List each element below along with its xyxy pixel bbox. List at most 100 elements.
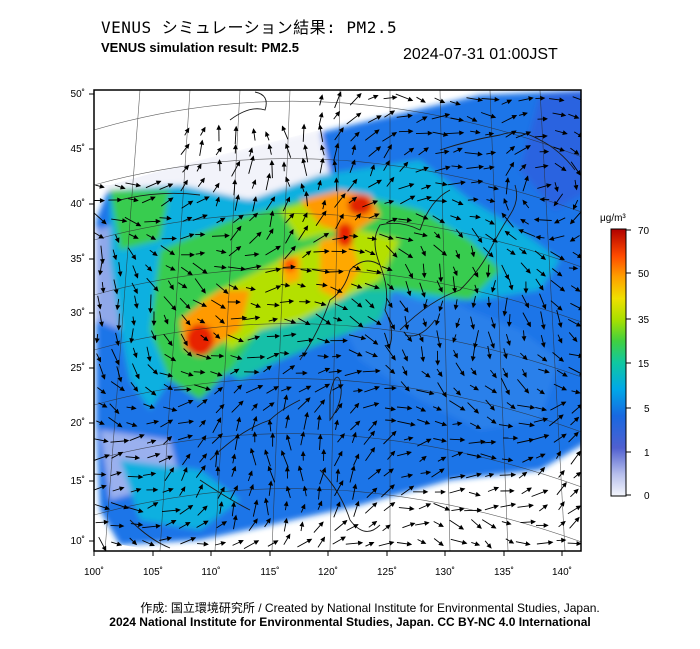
wind-arrow-head bbox=[406, 290, 412, 297]
wind-arrow-head bbox=[575, 286, 581, 292]
wind-arrow-head bbox=[492, 237, 498, 243]
wind-arrow-head bbox=[317, 500, 323, 507]
wind-arrow-head bbox=[284, 350, 290, 356]
wind-arrow-head bbox=[236, 384, 243, 390]
wind-arrow-head bbox=[322, 282, 328, 288]
wind-arrow-head bbox=[112, 254, 118, 261]
wind-arrow-head bbox=[372, 352, 378, 358]
wind-arrow-head bbox=[215, 465, 221, 472]
wind-arrow-head bbox=[217, 159, 223, 165]
wind-arrow-head bbox=[490, 523, 497, 529]
wind-arrow-head bbox=[104, 454, 110, 459]
wind-arrow-head bbox=[238, 400, 244, 406]
wind-arrow-head bbox=[572, 336, 578, 343]
wind-arrow-head bbox=[371, 236, 378, 242]
wind-arrow-head bbox=[444, 506, 451, 511]
wind-arrow-head bbox=[167, 372, 174, 378]
wind-arrow-head bbox=[522, 199, 528, 206]
wind-arrow-head bbox=[201, 453, 208, 459]
wind-arrow-head bbox=[263, 497, 269, 503]
wind-arrow-head bbox=[409, 522, 416, 528]
wind-arrow-head bbox=[525, 131, 532, 136]
lon-tick-label: 125˚ bbox=[377, 566, 397, 578]
wind-arrow-head bbox=[521, 471, 528, 477]
wind-arrow-head bbox=[389, 368, 396, 375]
wind-arrow-head bbox=[458, 232, 464, 239]
wind-arrow-head bbox=[185, 303, 191, 310]
wind-arrow-head bbox=[201, 302, 208, 307]
wind-arrow-head bbox=[542, 489, 549, 495]
wind-arrow-head bbox=[342, 338, 348, 344]
wind-arrow-head bbox=[219, 403, 225, 410]
wind-arrow-head bbox=[420, 292, 426, 298]
wind-arrow-head bbox=[542, 133, 548, 139]
wind-arrow-head bbox=[503, 372, 508, 379]
wind-arrow-head bbox=[510, 502, 517, 508]
wind-arrow-head bbox=[457, 451, 464, 457]
wind-arrow-head bbox=[354, 402, 360, 409]
wind-arrow-head bbox=[236, 355, 243, 361]
wind-arrow-head bbox=[438, 277, 444, 283]
wind-arrow-head bbox=[255, 303, 262, 308]
wind-arrow-head bbox=[357, 540, 364, 546]
wind-arrow-head bbox=[133, 288, 138, 295]
wind-arrow-head bbox=[548, 540, 554, 546]
wind-arrow-head bbox=[559, 97, 565, 103]
lat-tick-label: 50˚ bbox=[71, 88, 85, 100]
wind-arrow-head bbox=[201, 435, 207, 441]
colorbar-label: 70 bbox=[638, 226, 650, 237]
wind-arrow-head bbox=[135, 487, 142, 493]
wind-arrow-head bbox=[338, 480, 344, 486]
wind-arrow-head bbox=[561, 166, 567, 172]
wind-arrow-head bbox=[524, 175, 529, 181]
wind-arrow-head bbox=[216, 124, 222, 130]
wind-arrow-head bbox=[216, 146, 222, 153]
wind-arrow-head bbox=[301, 123, 307, 129]
wind-arrow-head bbox=[235, 160, 241, 167]
wind-arrow-head bbox=[221, 249, 227, 254]
wind-arrow-head bbox=[302, 485, 308, 491]
wind-arrow-head bbox=[524, 302, 529, 309]
wind-arrow-head bbox=[526, 321, 531, 328]
wind-arrow-head bbox=[123, 504, 129, 510]
wind-arrow-head bbox=[403, 355, 408, 362]
wind-arrow-head bbox=[421, 455, 427, 461]
wind-arrow-head bbox=[391, 385, 397, 391]
wind-arrow-head bbox=[185, 453, 191, 459]
wind-arrow-head bbox=[338, 269, 344, 275]
wind-arrow-head bbox=[458, 524, 465, 530]
wind-arrow-head bbox=[491, 418, 497, 424]
wind-arrow-head bbox=[561, 481, 567, 488]
wind-arrow-head bbox=[236, 225, 242, 232]
wind-arrow-head bbox=[183, 340, 188, 347]
wind-arrow-head bbox=[299, 521, 305, 527]
wind-arrow-head bbox=[318, 111, 324, 118]
wind-arrow-head bbox=[539, 466, 546, 473]
wind-arrow-head bbox=[390, 324, 395, 331]
wind-arrow-head bbox=[303, 144, 308, 150]
wind-arrow-head bbox=[100, 389, 107, 395]
wind-arrow-head bbox=[220, 541, 227, 546]
wind-arrow-head bbox=[253, 499, 259, 505]
wind-arrow-head bbox=[455, 322, 461, 329]
wind-arrow-head bbox=[203, 336, 209, 342]
wind-arrow-head bbox=[235, 194, 241, 200]
wind-arrow-head bbox=[435, 360, 441, 366]
wind-arrow-head bbox=[352, 431, 357, 438]
wind-arrow-head bbox=[385, 160, 390, 166]
wind-arrow-head bbox=[408, 272, 413, 279]
wind-arrow-head bbox=[368, 542, 375, 547]
wind-arrow-head bbox=[436, 406, 442, 411]
wind-arrow-head bbox=[407, 336, 413, 343]
wind-arrow-head bbox=[470, 356, 476, 362]
wind-arrow-head bbox=[323, 353, 330, 359]
wind-arrow-head bbox=[101, 471, 107, 477]
wind-arrow-head bbox=[458, 117, 465, 123]
wind-arrow-head bbox=[507, 457, 514, 463]
wind-arrow-head bbox=[99, 420, 105, 425]
wind-arrow-head bbox=[441, 421, 448, 427]
wind-arrow-head bbox=[321, 199, 327, 206]
wind-arrow-head bbox=[285, 434, 291, 440]
wind-arrow-head bbox=[457, 421, 463, 427]
wind-arrow-head bbox=[408, 183, 415, 188]
